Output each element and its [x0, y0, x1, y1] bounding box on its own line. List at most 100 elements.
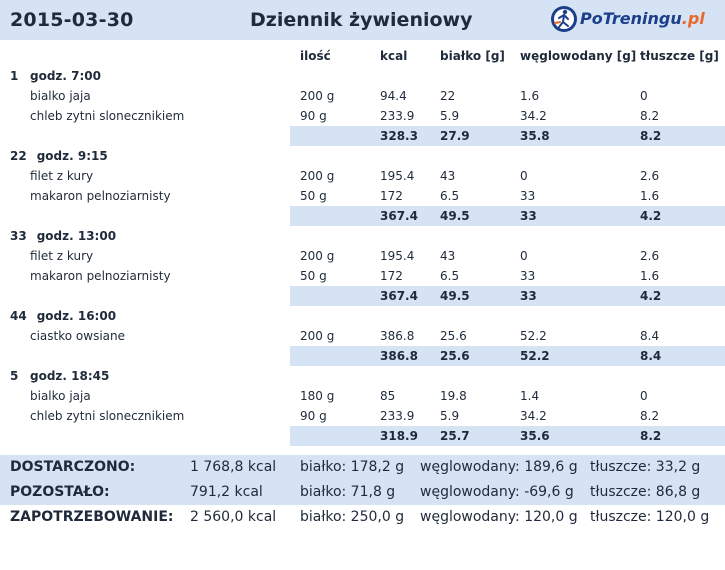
runner-logo-icon	[551, 6, 577, 32]
food-kcal: 172	[380, 269, 403, 283]
food-fat: 1.6	[640, 189, 660, 203]
totals-label: DOSTARCZONO:	[10, 459, 136, 475]
diary-date: 2015-03-30	[10, 9, 134, 31]
food-carbs: 1.6	[520, 89, 540, 103]
food-name: ciastko owsiane	[30, 329, 126, 343]
food-name: chleb zytni slonecznikiem	[30, 109, 185, 123]
food-qty: 50 g	[300, 269, 327, 283]
sum-protein: 27.9	[440, 129, 470, 143]
page-header: 2015-03-30 Dziennik żywieniowy PoTrening…	[0, 0, 725, 40]
food-qty: 180 g	[300, 389, 335, 403]
totals-fat: tłuszcze: 33,2 g	[590, 459, 701, 475]
totals-row-requirement: ZAPOTRZEBOWANIE: 2 560,0 kcal białko: 25…	[0, 505, 725, 530]
food-name: filet z kury	[30, 169, 94, 183]
meal-time: godz. 13:00	[36, 229, 117, 243]
meal-number: 1	[10, 69, 19, 83]
totals-label: POZOSTAŁO:	[10, 484, 110, 500]
food-protein: 43	[440, 169, 456, 183]
logo-main-text: PoTreningu	[580, 9, 682, 28]
food-name: makaron pelnoziarnisty	[30, 269, 171, 283]
food-name: bialko jaja	[30, 89, 91, 103]
food-row[interactable]: chleb zytni slonecznikiem 90 g 233.9 5.9…	[0, 106, 725, 126]
meal-number: 44	[10, 309, 27, 323]
food-qty: 200 g	[300, 89, 335, 103]
totals-carbs: węglowodany: 120,0 g	[420, 509, 578, 525]
col-protein-header: białko [g]	[440, 49, 505, 63]
food-qty: 200 g	[300, 249, 335, 263]
sum-protein: 25.6	[440, 349, 470, 363]
food-carbs: 34.2	[520, 409, 547, 423]
sum-fat: 8.2	[640, 429, 662, 443]
food-protein: 6.5	[440, 189, 460, 203]
food-name: bialko jaja	[30, 389, 91, 403]
potreningu-logo[interactable]: PoTreningu.pl	[550, 4, 718, 34]
col-kcal-header: kcal	[380, 49, 408, 63]
food-row[interactable]: bialko jaja 180 g 85 19.8 1.4 0	[0, 386, 725, 406]
sum-carbs: 35.6	[520, 429, 550, 443]
meal-time: godz. 16:00	[36, 309, 117, 323]
food-protein: 19.8	[440, 389, 467, 403]
sum-kcal: 318.9	[380, 429, 418, 443]
totals-label: ZAPOTRZEBOWANIE:	[10, 509, 174, 525]
food-carbs: 52.2	[520, 329, 547, 343]
food-protein: 6.5	[440, 269, 460, 283]
sum-protein: 25.7	[440, 429, 470, 443]
totals-fat: tłuszcze: 120,0 g	[590, 509, 710, 525]
food-kcal: 195.4	[380, 169, 415, 183]
sum-kcal: 367.4	[380, 289, 418, 303]
food-row[interactable]: filet z kury 200 g 195.4 43 0 2.6	[0, 166, 725, 186]
sum-carbs: 33	[520, 289, 537, 303]
food-row[interactable]: chleb zytni slonecznikiem 90 g 233.9 5.9…	[0, 406, 725, 426]
meal-number: 22	[10, 149, 27, 163]
food-row[interactable]: bialko jaja 200 g 94.4 22 1.6 0	[0, 86, 725, 106]
food-carbs: 34.2	[520, 109, 547, 123]
sum-kcal: 328.3	[380, 129, 418, 143]
meal-header: 5 godz. 18:45	[10, 369, 109, 383]
food-qty: 200 g	[300, 329, 335, 343]
sum-carbs: 52.2	[520, 349, 550, 363]
meal-sum-row: 367.4 49.5 33 4.2	[290, 286, 725, 306]
food-row[interactable]: makaron pelnoziarnisty 50 g 172 6.5 33 1…	[0, 266, 725, 286]
food-carbs: 0	[520, 249, 528, 263]
food-row[interactable]: filet z kury 200 g 195.4 43 0 2.6	[0, 246, 725, 266]
food-fat: 8.2	[640, 409, 660, 423]
col-carbs-header: węglowodany [g]	[520, 49, 637, 63]
sum-fat: 8.4	[640, 349, 662, 363]
meal-header: 33 godz. 13:00	[10, 229, 116, 243]
totals-kcal: 2 560,0 kcal	[190, 509, 277, 525]
food-row[interactable]: makaron pelnoziarnisty 50 g 172 6.5 33 1…	[0, 186, 725, 206]
food-protein: 43	[440, 249, 456, 263]
sum-kcal: 367.4	[380, 209, 418, 223]
totals-carbs: węglowodany: 189,6 g	[420, 459, 578, 475]
sum-fat: 4.2	[640, 289, 662, 303]
page-title: Dziennik żywieniowy	[250, 9, 473, 31]
food-name: chleb zytni slonecznikiem	[30, 409, 185, 423]
food-protein: 5.9	[440, 109, 460, 123]
meal-number: 33	[10, 229, 27, 243]
meal-time: godz. 9:15	[36, 149, 108, 163]
food-kcal: 85	[380, 389, 396, 403]
food-kcal: 233.9	[380, 109, 415, 123]
sum-carbs: 33	[520, 209, 537, 223]
sum-protein: 49.5	[440, 209, 470, 223]
food-protein: 22	[440, 89, 456, 103]
food-kcal: 94.4	[380, 89, 407, 103]
food-name: makaron pelnoziarnisty	[30, 189, 171, 203]
food-qty: 90 g	[300, 109, 327, 123]
sum-carbs: 35.8	[520, 129, 550, 143]
food-protein: 25.6	[440, 329, 467, 343]
food-fat: 2.6	[640, 169, 660, 183]
meal-header: 22 godz. 9:15	[10, 149, 108, 163]
food-qty: 90 g	[300, 409, 327, 423]
food-protein: 5.9	[440, 409, 460, 423]
meal-time: godz. 18:45	[30, 369, 110, 383]
food-kcal: 233.9	[380, 409, 415, 423]
meal-number: 5	[10, 369, 19, 383]
sum-protein: 49.5	[440, 289, 470, 303]
meal-sum-row: 318.9 25.7 35.6 8.2	[290, 426, 725, 446]
food-fat: 1.6	[640, 269, 660, 283]
sum-kcal: 386.8	[380, 349, 418, 363]
food-row[interactable]: ciastko owsiane 200 g 386.8 25.6 52.2 8.…	[0, 326, 725, 346]
food-fat: 8.2	[640, 109, 660, 123]
food-kcal: 195.4	[380, 249, 415, 263]
